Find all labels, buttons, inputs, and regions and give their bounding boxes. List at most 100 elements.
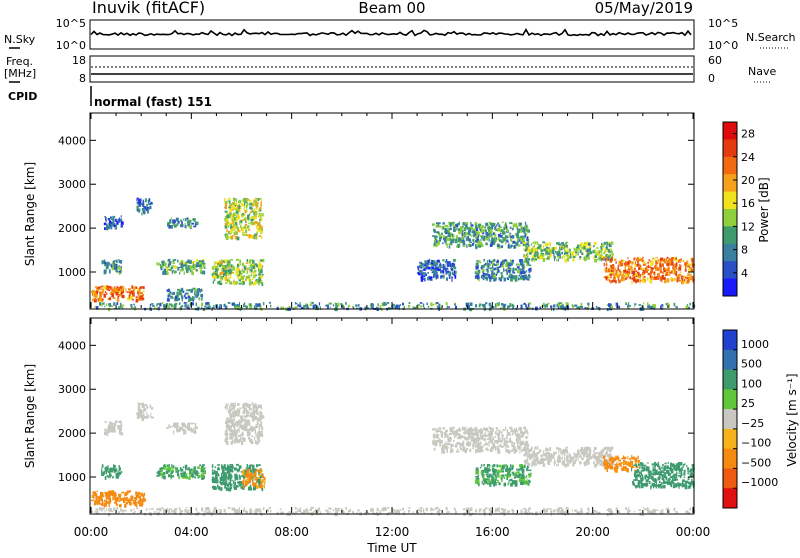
heatmap-cell [120,420,121,422]
heatmap-cell [260,484,263,488]
heatmap-cell [558,258,559,261]
heatmap-cell [102,466,104,468]
heatmap-cell [491,235,492,237]
heatmap-cell [614,280,616,282]
heatmap-cell [227,473,228,475]
heatmap-cell [142,495,145,497]
heatmap-cell [458,443,460,445]
heatmap-cell [502,232,503,236]
heatmap-cell [141,212,142,215]
heatmap-cell [199,262,202,264]
heatmap-cell [605,254,607,258]
heatmap-cell [116,292,119,295]
heatmap-cell [445,228,447,232]
heatmap-cell [183,466,185,468]
heatmap-cell [121,215,122,217]
heatmap-cell [514,428,517,431]
heatmap-cell [130,290,133,293]
heatmap-cell [258,279,260,283]
heatmap-cell [535,258,537,260]
heatmap-cell [426,265,428,267]
heatmap-cell [634,306,635,308]
heatmap-cell [94,500,95,503]
heatmap-cell [480,235,482,237]
heatmap-cell [477,471,479,474]
heatmap-cell [104,503,107,507]
heatmap-cell [247,469,250,471]
heatmap-cell [517,475,520,479]
heatmap-cell [232,219,235,221]
heatmap-cell [501,480,502,482]
heatmap-cell [177,429,180,433]
heatmap-cell [161,267,163,271]
heatmap-cell [232,422,233,425]
heatmap-cell [583,246,585,249]
heatmap-cell [91,500,94,502]
heatmap-cell [300,302,301,306]
heatmap-cell [185,466,187,470]
heatmap-cell [429,259,431,263]
heatmap-cell [230,479,231,482]
heatmap-cell [470,227,472,229]
heatmap-cell [262,476,265,478]
heatmap-cell [244,408,246,411]
heatmap-cell [438,243,440,246]
heatmap-cell [487,438,488,440]
heatmap-cell [641,259,643,262]
heatmap-cell [119,267,121,269]
heatmap-cell [111,430,114,432]
heatmap-cell [571,253,573,256]
heatmap-cell [167,272,169,275]
heatmap-cell [489,444,490,447]
heatmap-cell [529,475,531,478]
heatmap-cell [196,473,197,475]
heatmap-cell [647,302,648,306]
heatmap-cell [527,261,528,264]
heatmap-cell [506,260,508,263]
heatmap-cell [172,219,174,222]
nsky-tick-bottom: 10^0 [56,39,86,52]
heatmap-cell [475,225,478,229]
heatmap-cell [238,265,239,268]
heatmap-cell [559,302,562,304]
heatmap-cell [644,276,646,278]
heatmap-cell [502,230,504,232]
heatmap-cell [520,445,521,449]
heatmap-cell [424,278,426,282]
heatmap-cell [111,218,114,221]
heatmap-cell [104,294,106,296]
heatmap-cell [258,209,259,213]
heatmap-cell [658,259,660,262]
heatmap-cell [482,481,483,484]
heatmap-cell [219,283,222,286]
heatmap-cell [467,441,468,443]
heatmap-cell [204,267,206,269]
heatmap-cell [190,469,191,473]
heatmap-cell [226,236,229,240]
heatmap-cell [452,444,454,447]
heatmap-cell [252,260,254,264]
heatmap-cell [520,230,522,233]
heatmap-cell [593,245,595,247]
heatmap-cell [239,424,241,426]
heatmap-cell [124,497,125,501]
heatmap-cell [225,201,228,204]
heatmap-cell [145,198,147,202]
power-ylabel: Slant Range [km] [23,162,37,266]
heatmap-cell [499,277,501,280]
heatmap-cell [252,482,254,485]
heatmap-cell [226,419,228,422]
heatmap-cell [512,434,513,436]
heatmap-cell [115,471,117,473]
heatmap-cell [237,408,239,410]
heatmap-cell [495,234,497,238]
heatmap-cell [232,303,235,306]
heatmap-cell [101,303,102,307]
heatmap-cell [511,245,513,247]
heatmap-cell [116,504,118,506]
heatmap-cell [93,295,96,297]
heatmap-cell [433,275,435,278]
heatmap-cell [548,253,550,255]
heatmap-cell [435,272,438,275]
heatmap-cell [431,263,434,265]
